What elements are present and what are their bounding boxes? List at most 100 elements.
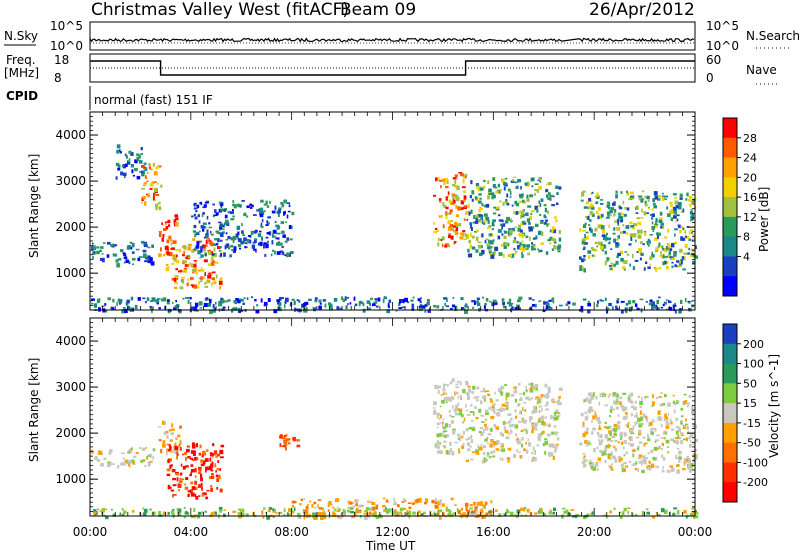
range-gate-cell bbox=[582, 190, 586, 193]
range-gate-cell bbox=[163, 431, 167, 435]
range-gate-cell bbox=[175, 254, 178, 258]
range-gate-cell bbox=[470, 439, 474, 443]
range-gate-cell bbox=[216, 231, 221, 235]
range-gate-cell bbox=[523, 506, 527, 510]
range-gate-cell bbox=[199, 202, 202, 205]
range-gate-cell bbox=[683, 460, 687, 463]
range-gate-cell bbox=[383, 509, 388, 512]
range-gate-cell bbox=[471, 226, 473, 231]
range-gate-cell bbox=[537, 248, 539, 250]
range-gate-cell bbox=[243, 297, 246, 300]
range-gate-cell bbox=[599, 393, 602, 398]
range-gate-cell bbox=[546, 194, 549, 198]
range-gate-cell bbox=[511, 227, 515, 232]
range-gate-cell bbox=[385, 499, 389, 503]
range-gate-cell bbox=[647, 243, 650, 247]
range-gate-cell bbox=[518, 420, 522, 423]
range-gate-cell bbox=[450, 220, 453, 222]
range-gate-cell bbox=[218, 280, 223, 285]
range-gate-cell bbox=[534, 189, 539, 191]
range-gate-cell bbox=[613, 201, 616, 206]
range-gate-cell bbox=[602, 244, 606, 246]
range-gate-cell bbox=[142, 297, 146, 300]
range-gate-cell bbox=[200, 459, 204, 463]
range-gate-cell bbox=[545, 251, 549, 255]
range-gate-cell bbox=[369, 304, 372, 307]
range-gate-cell bbox=[396, 511, 401, 516]
range-gate-cell bbox=[172, 509, 175, 512]
range-gate-cell bbox=[170, 432, 175, 436]
range-gate-cell bbox=[544, 438, 548, 441]
range-gate-cell bbox=[528, 297, 532, 300]
range-gate-cell bbox=[371, 506, 373, 510]
range-gate-cell bbox=[485, 512, 489, 517]
range-gate-cell bbox=[206, 279, 209, 282]
range-gate-cell bbox=[487, 245, 490, 250]
date-label: 26/Apr/2012 bbox=[589, 0, 695, 20]
range-gate-cell bbox=[143, 184, 146, 187]
range-gate-cell bbox=[280, 221, 285, 225]
range-gate-cell bbox=[445, 305, 449, 308]
range-gate-cell bbox=[282, 234, 286, 238]
range-gate-cell bbox=[475, 399, 480, 402]
range-gate-cell bbox=[664, 394, 667, 398]
range-gate-cell bbox=[92, 246, 96, 250]
range-gate-cell bbox=[582, 460, 585, 464]
range-gate-cell bbox=[478, 430, 482, 434]
range-gate-cell bbox=[504, 428, 507, 434]
x-axis-label: Time UT bbox=[365, 539, 416, 553]
range-gate-cell bbox=[541, 420, 544, 425]
range-gate-cell bbox=[175, 217, 179, 221]
range-gate-cell bbox=[596, 461, 599, 464]
range-gate-cell bbox=[506, 457, 511, 461]
range-gate-cell bbox=[690, 253, 695, 255]
range-gate-cell bbox=[172, 469, 176, 472]
range-gate-cell bbox=[442, 224, 445, 229]
range-gate-cell bbox=[480, 432, 484, 437]
range-gate-cell bbox=[514, 307, 519, 310]
range-gate-cell bbox=[169, 439, 173, 442]
range-gate-cell bbox=[485, 503, 488, 506]
range-gate-cell bbox=[213, 511, 217, 515]
range-gate-cell bbox=[308, 298, 312, 301]
range-gate-cell bbox=[637, 395, 641, 398]
range-gate-cell bbox=[598, 424, 601, 429]
range-gate-cell bbox=[458, 172, 463, 174]
range-gate-cell bbox=[153, 171, 158, 176]
range-gate-cell bbox=[672, 304, 675, 309]
range-gate-cell bbox=[211, 282, 213, 287]
range-gate-cell bbox=[690, 434, 693, 438]
range-gate-cell bbox=[522, 420, 527, 424]
range-gate-cell bbox=[198, 452, 201, 456]
range-gate-cell bbox=[672, 513, 676, 516]
range-gate-cell bbox=[436, 511, 440, 516]
range-gate-cell bbox=[142, 447, 146, 451]
range-gate-cell bbox=[442, 383, 445, 389]
range-gate-cell bbox=[194, 203, 197, 207]
range-gate-cell bbox=[287, 442, 291, 445]
range-gate-cell bbox=[513, 253, 517, 255]
range-gate-cell bbox=[673, 215, 677, 219]
range-gate-cell bbox=[588, 400, 592, 404]
range-gate-cell bbox=[520, 410, 522, 415]
range-gate-cell bbox=[312, 512, 316, 515]
range-gate-cell bbox=[490, 415, 495, 420]
range-gate-cell bbox=[319, 511, 324, 516]
range-gate-cell bbox=[597, 300, 599, 304]
range-gate-cell bbox=[157, 165, 160, 169]
range-gate-cell bbox=[254, 238, 258, 240]
range-gate-cell bbox=[533, 248, 536, 251]
range-gate-cell bbox=[219, 456, 224, 459]
range-gate-cell bbox=[185, 297, 189, 299]
range-gate-cell bbox=[625, 308, 628, 314]
range-gate-cell bbox=[662, 192, 664, 195]
range-gate-cell bbox=[264, 210, 266, 213]
range-gate-cell bbox=[661, 448, 663, 451]
range-gate-cell bbox=[630, 443, 634, 447]
range-gate-cell bbox=[604, 460, 607, 464]
range-gate-cell bbox=[618, 457, 623, 461]
range-gate-cell bbox=[134, 168, 138, 172]
range-gate-cell bbox=[544, 204, 546, 207]
range-gate-cell bbox=[420, 297, 422, 300]
range-gate-cell bbox=[680, 439, 683, 445]
